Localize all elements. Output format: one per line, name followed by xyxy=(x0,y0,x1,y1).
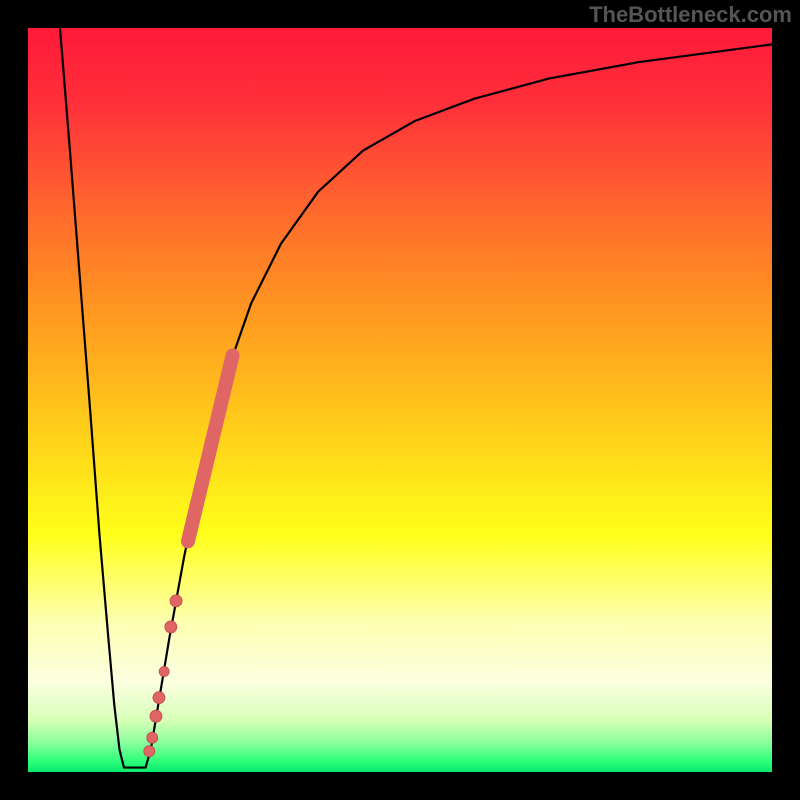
marker-circle xyxy=(150,710,162,722)
marker-circle xyxy=(159,667,169,677)
marker-circle xyxy=(153,692,165,704)
bottleneck-curve xyxy=(60,28,772,768)
chart-svg xyxy=(28,28,772,772)
plot-area xyxy=(28,28,772,772)
marker-circle xyxy=(147,732,158,743)
chart-container: TheBottleneck.com xyxy=(0,0,800,800)
watermark-text: TheBottleneck.com xyxy=(589,2,792,28)
marker-band xyxy=(188,355,233,541)
marker-circle xyxy=(165,621,177,633)
markers-group xyxy=(144,355,233,756)
curve-group xyxy=(60,28,772,768)
marker-circle xyxy=(170,595,182,607)
marker-circle xyxy=(144,746,155,757)
